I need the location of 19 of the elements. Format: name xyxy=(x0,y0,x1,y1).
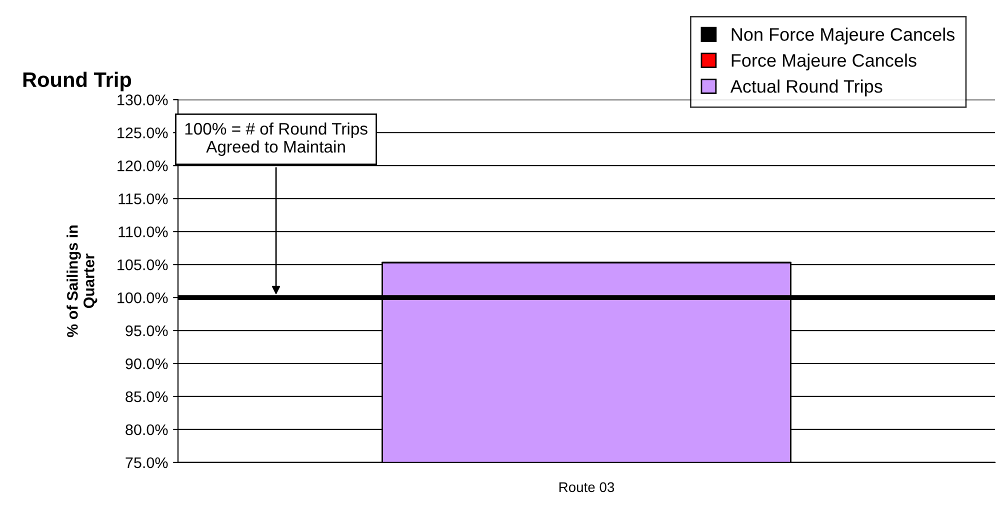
y-tick-label: 110.0% xyxy=(118,226,168,238)
annotation: 100% = # of Round Trips Agreed to Maintain xyxy=(185,122,368,156)
y-tick-label: 95.0% xyxy=(126,325,168,336)
y-tick-label: 115.0% xyxy=(118,193,168,204)
y-tick-label: 105.0% xyxy=(118,259,168,270)
y-tick-label: 125.0% xyxy=(118,127,168,138)
y-tick-label: 130.0% xyxy=(118,94,168,106)
chart-title: Round Trip xyxy=(23,72,132,92)
y-axis-title: % of Sailings in Quarter xyxy=(66,226,98,338)
y-tick-label: 90.0% xyxy=(126,358,168,370)
y-tick-label: 75.0% xyxy=(126,457,168,468)
y-tick-label: 100.0% xyxy=(118,292,168,304)
y-tick-label: 85.0% xyxy=(126,391,168,402)
legend-label: Non Force Majeure Cancels xyxy=(732,28,954,44)
y-tick-label: 120.0% xyxy=(118,160,168,172)
legend-label: Force Majeure Cancels xyxy=(732,54,916,70)
y-tick-label: 80.0% xyxy=(126,424,168,436)
legend-label: Actual Round Trips xyxy=(730,80,882,96)
x-tick-label: Route 03 xyxy=(559,482,614,492)
